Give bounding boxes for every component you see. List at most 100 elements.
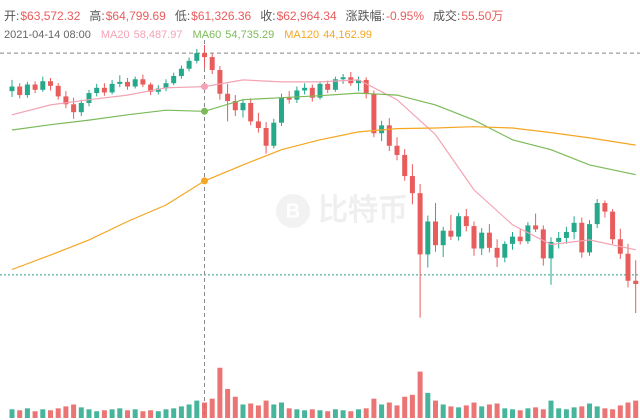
volume-bar bbox=[32, 411, 38, 418]
volume-bar bbox=[332, 409, 338, 418]
candle-body bbox=[325, 83, 331, 90]
volume-bar bbox=[55, 408, 61, 418]
volume-bar bbox=[417, 371, 423, 418]
candle-body bbox=[502, 243, 508, 258]
candle-body bbox=[463, 216, 469, 227]
volume-bar bbox=[40, 409, 46, 418]
candle-body bbox=[163, 83, 169, 89]
candle-body bbox=[579, 222, 585, 253]
header-label: 涨跌幅: bbox=[346, 8, 385, 23]
candle-body bbox=[448, 230, 454, 237]
volume-bar bbox=[356, 409, 361, 418]
volume-bar bbox=[325, 411, 331, 418]
volume-bar bbox=[255, 405, 261, 418]
candle-body bbox=[117, 81, 123, 84]
candle-body bbox=[17, 86, 23, 96]
volume-bar bbox=[148, 410, 154, 418]
volume-bar bbox=[587, 403, 592, 418]
ma-legend-name: MA20 bbox=[101, 29, 130, 41]
candle-body bbox=[602, 203, 608, 212]
candle-body bbox=[225, 93, 231, 101]
header-value: $62,964.34 bbox=[277, 9, 337, 23]
candle-body bbox=[148, 84, 154, 92]
ma-crosshair-dot bbox=[201, 83, 208, 91]
volume-bar bbox=[479, 406, 485, 418]
candle-body bbox=[194, 53, 200, 61]
candle-body bbox=[456, 216, 462, 237]
volume-bar bbox=[171, 408, 177, 418]
volume-bar bbox=[486, 404, 492, 418]
volume-bar bbox=[394, 405, 400, 418]
volume-bar bbox=[571, 407, 577, 418]
ma-line bbox=[11, 79, 636, 251]
watermark: B 比特币 bbox=[276, 194, 408, 228]
volume-bar bbox=[363, 408, 369, 418]
ma-crosshair-dot bbox=[201, 177, 208, 185]
candle-body bbox=[571, 222, 577, 233]
volume-bar bbox=[225, 389, 231, 418]
candle-body bbox=[232, 100, 238, 111]
volume-bar bbox=[371, 398, 377, 418]
candle-body bbox=[132, 79, 138, 87]
header-value: $63,572.32 bbox=[20, 9, 80, 23]
volume-bar bbox=[633, 400, 639, 418]
candle-body bbox=[633, 280, 639, 285]
volume-bar bbox=[517, 410, 523, 418]
volume-bar bbox=[317, 410, 323, 418]
volume-bar bbox=[271, 404, 277, 418]
candle-body bbox=[171, 75, 177, 84]
candle-body bbox=[317, 83, 323, 98]
volume-bar bbox=[556, 408, 562, 418]
volume-bar bbox=[540, 409, 546, 418]
candle-body bbox=[40, 81, 46, 90]
volume-bar bbox=[409, 394, 415, 418]
candle-body bbox=[332, 79, 338, 90]
volume-bar bbox=[71, 404, 77, 418]
volume-bar bbox=[617, 405, 623, 418]
ma-line bbox=[11, 126, 636, 271]
candle-body bbox=[371, 93, 377, 134]
volume-bar bbox=[240, 404, 246, 418]
volume-bar bbox=[232, 396, 238, 418]
candle-body bbox=[9, 86, 15, 92]
candle-body bbox=[563, 232, 569, 238]
volume-bar bbox=[117, 408, 123, 418]
candle-body bbox=[363, 79, 369, 94]
candle-body bbox=[86, 93, 92, 103]
volume-bar bbox=[163, 409, 169, 418]
candle-body bbox=[209, 57, 215, 71]
candle-body bbox=[186, 60, 192, 69]
volume-bar bbox=[471, 402, 477, 418]
header-label: 开: bbox=[4, 9, 19, 23]
candle-body bbox=[510, 236, 515, 244]
volume-bar bbox=[209, 398, 215, 418]
candle-body bbox=[78, 102, 84, 113]
watermark-icon bbox=[276, 194, 310, 228]
volume-bar bbox=[602, 408, 608, 418]
candle-body bbox=[302, 87, 308, 91]
header-label: 高: bbox=[89, 8, 104, 23]
volume-bar bbox=[178, 406, 184, 418]
candle-body bbox=[248, 102, 254, 122]
volume-bar bbox=[456, 407, 462, 418]
candle-body bbox=[125, 81, 130, 87]
candle-body bbox=[202, 53, 207, 58]
volume-bar bbox=[125, 410, 130, 418]
volume-bar bbox=[302, 410, 308, 418]
volume-bar bbox=[448, 406, 454, 418]
volume-bar bbox=[263, 400, 269, 418]
volume-bar bbox=[24, 408, 30, 418]
candle-body bbox=[140, 79, 146, 85]
volume-bar bbox=[502, 408, 508, 418]
volume-bar bbox=[610, 409, 616, 418]
candle-body bbox=[425, 221, 431, 255]
candle-body bbox=[279, 97, 284, 123]
volume-bar bbox=[86, 409, 92, 418]
candle-body bbox=[486, 232, 492, 248]
candle-body bbox=[440, 230, 446, 246]
volume-bar bbox=[379, 404, 385, 418]
ma-legend-value: 54,735.29 bbox=[225, 29, 274, 41]
volume-bar bbox=[248, 403, 254, 418]
header-label: 低: bbox=[175, 9, 190, 23]
